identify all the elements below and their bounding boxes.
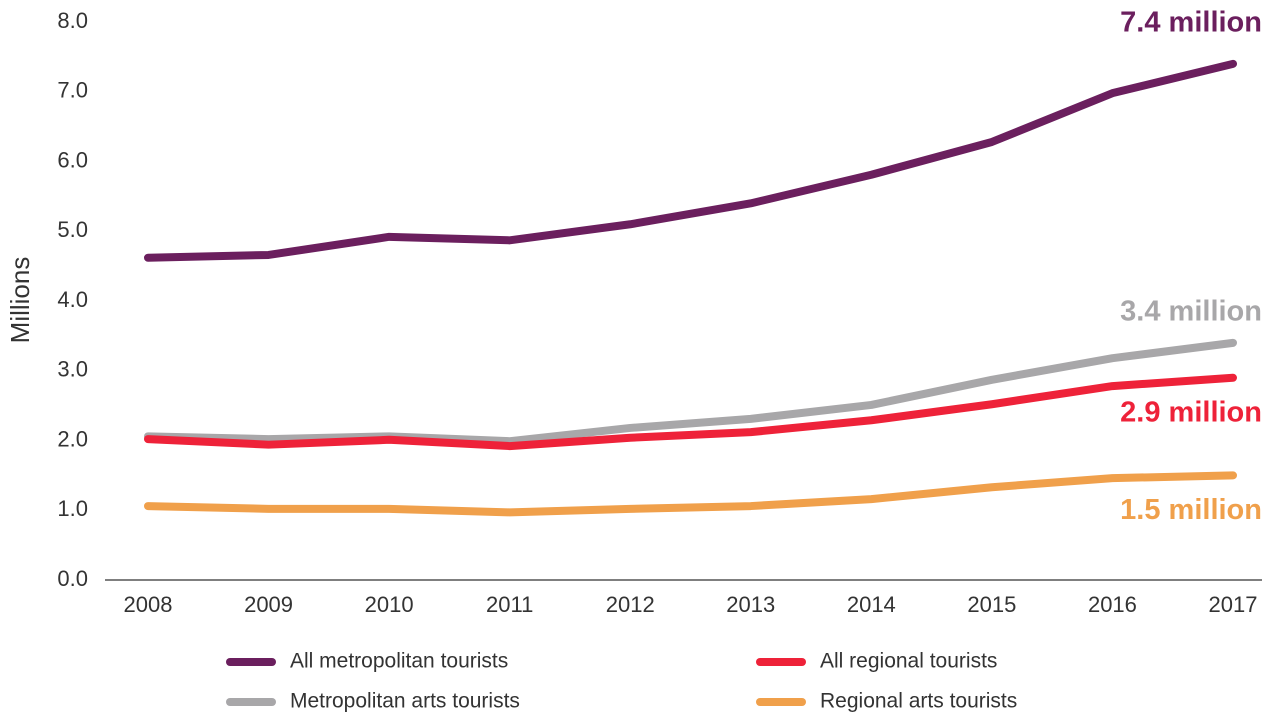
end-label: 7.4 million [1120,7,1262,39]
legend-label: Metropolitan arts tourists [290,690,520,713]
legend-label: Regional arts tourists [820,690,1017,713]
y-tick-label: 2.0 [57,426,88,451]
y-tick-label: 7.0 [57,78,88,103]
x-tick-label: 2014 [847,592,896,617]
series-line [144,373,1237,451]
x-tick-label: 2011 [486,592,533,617]
y-tick-label: 5.0 [57,217,88,242]
x-tick-label: 2010 [365,592,414,617]
x-tick-label: 2008 [124,592,173,617]
x-tick-label: 2017 [1209,592,1258,617]
y-tick-label: 6.0 [57,147,88,172]
end-label: 2.9 million [1120,396,1262,428]
y-tick-label: 3.0 [57,357,88,382]
x-tick-label: 2016 [1088,592,1137,617]
x-tick-label: 2015 [967,592,1016,617]
y-axis-label: Millions [5,257,35,344]
y-tick-label: 4.0 [57,287,88,312]
end-label: 1.5 million [1120,494,1262,526]
legend-label: All metropolitan tourists [290,650,508,673]
series-line [144,59,1237,262]
x-tick-label: 2009 [244,592,293,617]
series-line [144,338,1237,446]
end-label: 3.4 million [1120,296,1262,328]
y-tick-label: 8.0 [57,8,88,33]
x-tick-label: 2013 [726,592,775,617]
series-line [144,471,1237,517]
y-tick-label: 1.0 [57,496,88,521]
y-tick-label: 0.0 [57,566,88,591]
legend-label: All regional tourists [820,650,997,673]
x-tick-label: 2012 [606,592,655,617]
